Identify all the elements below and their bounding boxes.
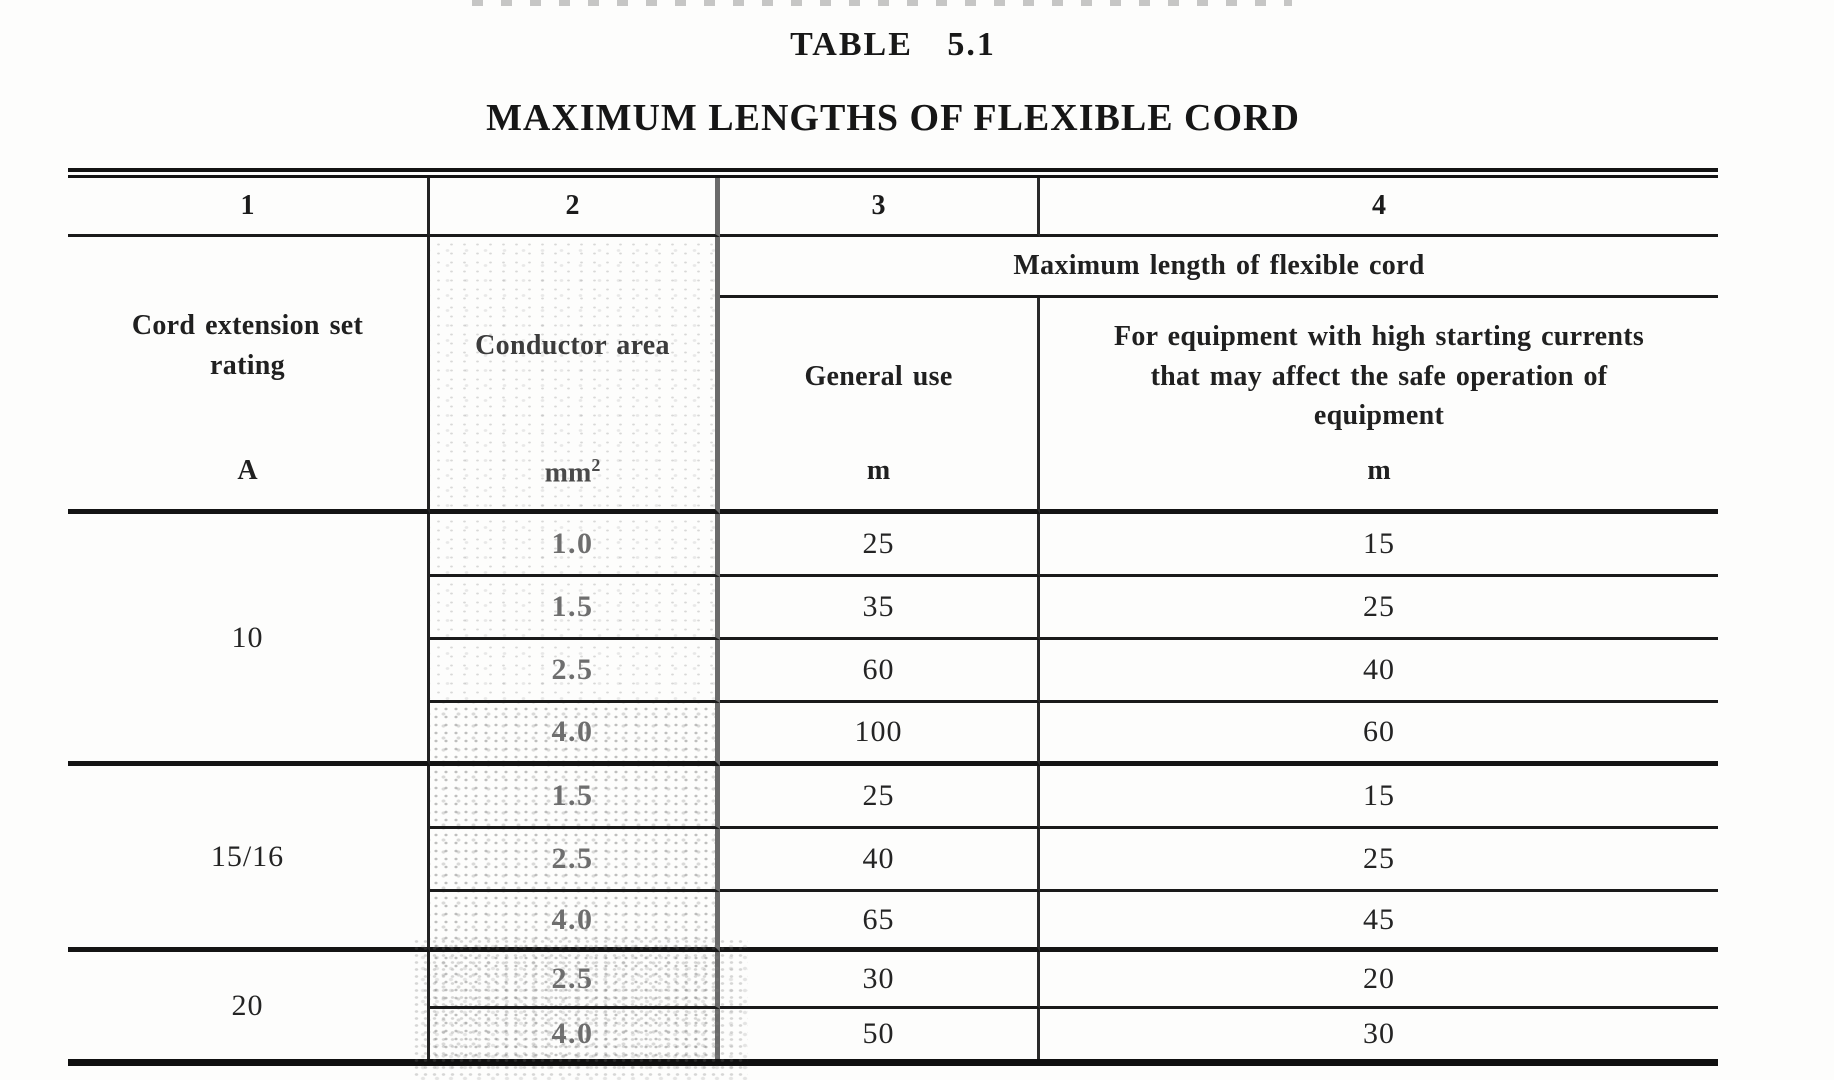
header-col2-label: Conductor area bbox=[475, 330, 670, 362]
unit-mm-base: mm bbox=[544, 457, 592, 489]
high-current-cell: 25 bbox=[1040, 829, 1718, 892]
unit-mm-exponent: 2 bbox=[591, 455, 601, 475]
header-cell-high-starting-currents: For equipment with high starting current… bbox=[1040, 298, 1718, 514]
rating-cell-15-16: 15/16 bbox=[68, 766, 430, 952]
high-current-cell: 15 bbox=[1040, 514, 1718, 577]
conductor-area-cell: 2.5 bbox=[430, 640, 720, 703]
scan-artifact-top-strip bbox=[472, 0, 1292, 6]
conductor-area-cell: 1.0 bbox=[430, 514, 720, 577]
conductor-area-cell: 4.0 bbox=[430, 703, 720, 766]
high-current-cell: 45 bbox=[1040, 892, 1718, 952]
general-use-cell: 60 bbox=[720, 640, 1040, 703]
table-number-heading: TABLE 5.1 bbox=[790, 26, 996, 63]
header-cell-conductor-area: Conductor area mm2 bbox=[430, 237, 720, 514]
general-use-cell: 35 bbox=[720, 577, 1040, 640]
table-grid: 1 2 3 4 Cord extension set rating A Cond… bbox=[68, 175, 1718, 1066]
header-col4-label: For equipment with high starting current… bbox=[1113, 320, 1645, 432]
high-current-cell: 15 bbox=[1040, 766, 1718, 829]
conductor-area-cell: 1.5 bbox=[430, 577, 720, 640]
header-col4-label-zone: For equipment with high starting current… bbox=[1040, 298, 1718, 455]
column-number-3: 3 bbox=[720, 178, 1040, 237]
flexible-cord-table: 1 2 3 4 Cord extension set rating A Cond… bbox=[68, 168, 1718, 1066]
header-cell-general-use: General use m bbox=[720, 298, 1040, 514]
high-current-cell: 25 bbox=[1040, 577, 1718, 640]
header-col1-label-zone: Cord extension set rating bbox=[68, 237, 427, 455]
high-current-cell: 40 bbox=[1040, 640, 1718, 703]
header-col1-unit-zone: A bbox=[68, 455, 427, 509]
header-cell-cord-extension-rating: Cord extension set rating A bbox=[68, 237, 430, 514]
header-cell-max-length-span: Maximum length of flexible cord bbox=[720, 237, 1718, 298]
conductor-area-cell: 1.5 bbox=[430, 766, 720, 829]
header-col3-unit-zone: m bbox=[720, 455, 1037, 509]
header-col4-unit-zone: m bbox=[1040, 455, 1718, 509]
header-max-length-label: Maximum length of flexible cord bbox=[1013, 250, 1425, 282]
unit-amperes: A bbox=[237, 455, 258, 486]
header-col2-unit-zone: mm2 bbox=[430, 455, 715, 509]
header-col3-label: General use bbox=[804, 360, 953, 392]
column-number-1: 1 bbox=[68, 178, 430, 237]
table-title-heading: MAXIMUM LENGTHS OF FLEXIBLE CORD bbox=[486, 97, 1300, 139]
general-use-cell: 50 bbox=[720, 1009, 1040, 1059]
unit-square-millimetres: mm2 bbox=[545, 455, 601, 489]
column-number-2: 2 bbox=[430, 178, 720, 237]
high-current-cell: 20 bbox=[1040, 952, 1718, 1009]
column-number-4: 4 bbox=[1040, 178, 1718, 237]
rating-cell-10: 10 bbox=[68, 514, 430, 766]
unit-metres-high-current: m bbox=[1367, 455, 1391, 486]
high-current-cell: 30 bbox=[1363, 1017, 1395, 1050]
conductor-area-cell: 4.0 bbox=[430, 892, 720, 952]
header-col2-label-zone: Conductor area bbox=[430, 237, 715, 455]
general-use-cell: 25 bbox=[720, 514, 1040, 577]
general-use-cell: 40 bbox=[720, 829, 1040, 892]
unit-metres-general: m bbox=[866, 455, 891, 486]
header-col1-label: Cord extension set rating bbox=[131, 310, 364, 381]
general-use-cell: 30 bbox=[720, 952, 1040, 1009]
header-col3-label-zone: General use bbox=[720, 298, 1037, 455]
conductor-area-cell: 2.5 bbox=[430, 952, 720, 1009]
rating-cell-20: 20 bbox=[68, 952, 430, 1059]
general-use-cell: 25 bbox=[720, 766, 1040, 829]
conductor-area-cell: 2.5 bbox=[430, 829, 720, 892]
high-current-cell: 60 bbox=[1040, 703, 1718, 766]
general-use-cell: 65 bbox=[720, 892, 1040, 952]
general-use-cell: 100 bbox=[720, 703, 1040, 766]
conductor-area-cell: 4.0 bbox=[430, 1009, 720, 1059]
